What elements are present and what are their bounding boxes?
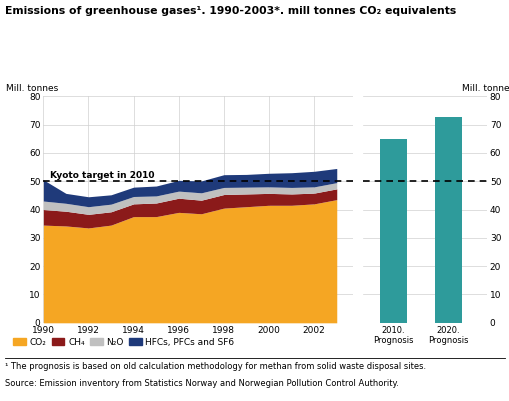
Text: ¹ The prognosis is based on old calculation methodology for methan from solid wa: ¹ The prognosis is based on old calculat… bbox=[5, 362, 426, 371]
Bar bbox=[434, 117, 461, 323]
Text: Emissions of greenhouse gases¹. 1990-2003*. mill tonnes CO₂ equivalents: Emissions of greenhouse gases¹. 1990-200… bbox=[5, 6, 456, 16]
Legend: CO₂, CH₄, N₂O, HFCs, PFCs and SF6: CO₂, CH₄, N₂O, HFCs, PFCs and SF6 bbox=[10, 334, 238, 350]
Text: Kyoto target in 2010: Kyoto target in 2010 bbox=[50, 170, 154, 180]
Text: Mill. tonnes: Mill. tonnes bbox=[6, 84, 59, 93]
Text: Mill. tonnes: Mill. tonnes bbox=[461, 84, 509, 93]
Text: Source: Emission inventory from Statistics Norway and Norwegian Pollution Contro: Source: Emission inventory from Statisti… bbox=[5, 379, 398, 387]
Bar bbox=[379, 139, 407, 323]
